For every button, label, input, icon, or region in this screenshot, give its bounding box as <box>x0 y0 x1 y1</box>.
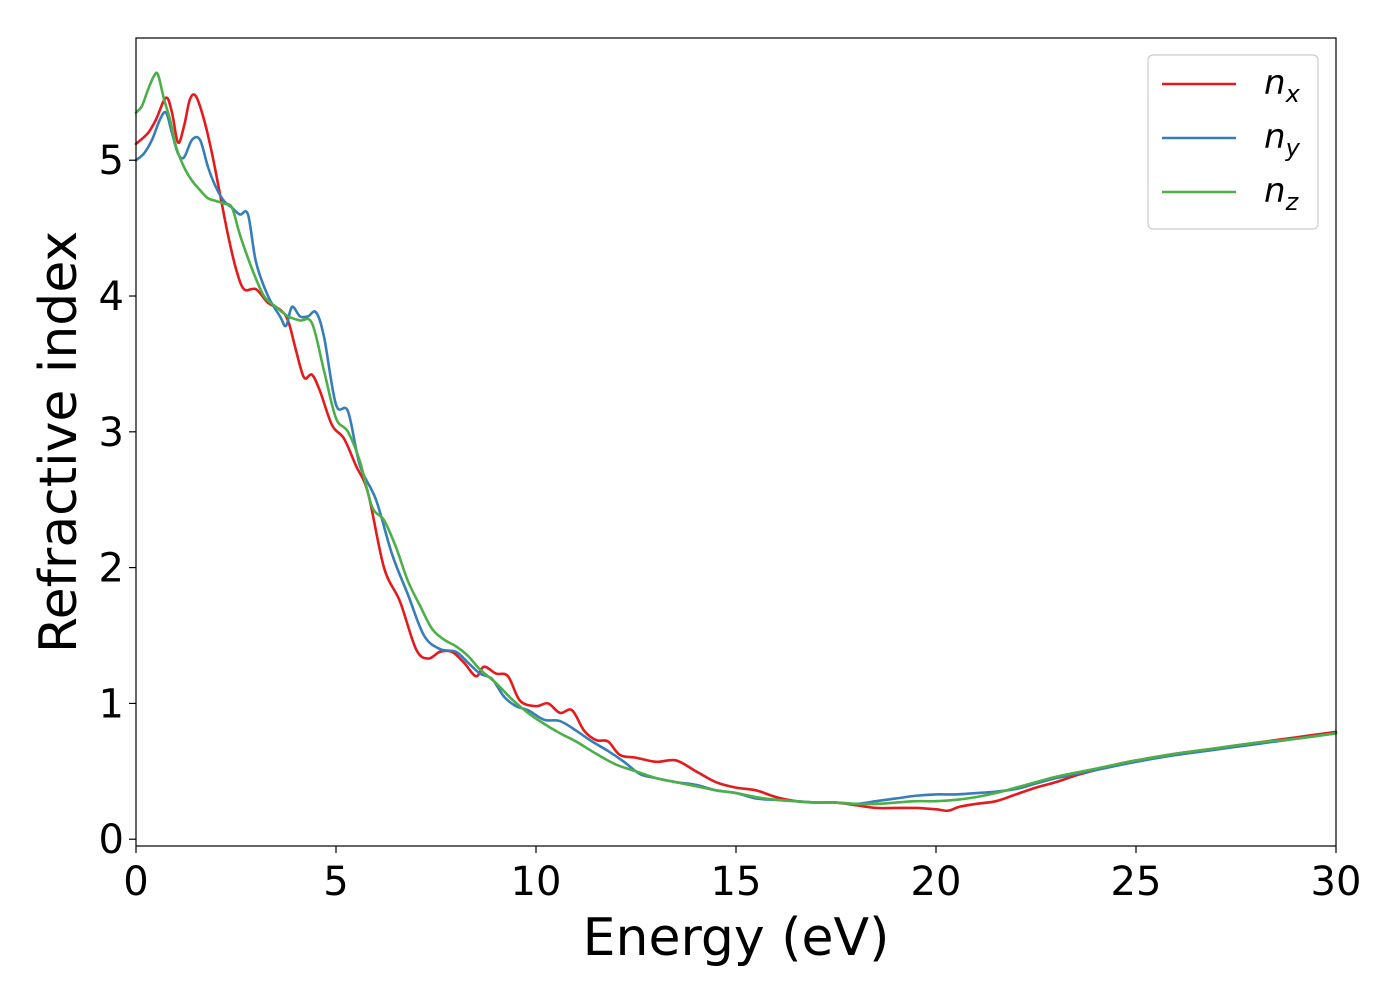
x-axis-ticks: 0 5 10 15 20 25 30 <box>123 846 1361 905</box>
x-tick-label: 25 <box>1111 859 1162 905</box>
y-tick-label: 0 <box>99 817 124 863</box>
y-tick-label: 4 <box>99 274 124 320</box>
y-tick-label: 3 <box>99 410 124 456</box>
series-layer <box>134 71 1338 813</box>
legend: nx ny nz <box>1147 54 1319 230</box>
y-tick-label: 1 <box>99 681 124 727</box>
x-tick-label: 20 <box>911 859 962 905</box>
x-tick-label: 5 <box>323 859 348 905</box>
y-tick-label: 5 <box>99 138 124 184</box>
plot-area <box>136 38 1336 846</box>
legend-frame <box>1147 54 1319 230</box>
y-tick-label: 2 <box>99 546 124 592</box>
legend-label-nz: nz <box>1264 171 1300 216</box>
x-tick-label: 15 <box>711 859 762 905</box>
x-axis-title: Energy (eV) <box>583 908 890 968</box>
legend-label-ny: ny <box>1264 117 1301 162</box>
series-line-nx <box>134 93 1338 813</box>
y-axis-title: Refractive index <box>29 231 89 653</box>
x-tick-label: 0 <box>123 859 148 905</box>
y-axis-ticks: 0 1 2 3 4 5 <box>99 138 136 863</box>
legend-label-nx: nx <box>1264 63 1301 108</box>
x-tick-label: 30 <box>1311 859 1362 905</box>
x-tick-label: 10 <box>511 859 562 905</box>
legend-items: nx ny nz <box>1162 63 1301 216</box>
series-line-nz <box>134 71 1338 806</box>
plot-frame <box>135 37 1337 847</box>
